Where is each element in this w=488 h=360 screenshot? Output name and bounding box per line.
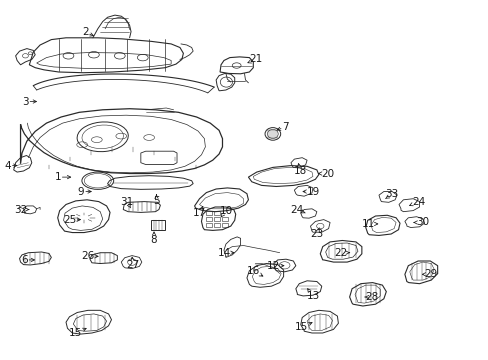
Text: 22: 22 — [334, 248, 349, 258]
Text: 24: 24 — [409, 197, 425, 207]
Text: 18: 18 — [293, 163, 306, 176]
Text: 6: 6 — [21, 255, 35, 265]
Text: 26: 26 — [81, 251, 98, 261]
Text: 8: 8 — [150, 232, 157, 245]
Text: 19: 19 — [303, 186, 319, 197]
Text: 29: 29 — [422, 269, 437, 279]
Text: 9: 9 — [78, 186, 91, 197]
Text: 13: 13 — [305, 289, 319, 301]
Text: 21: 21 — [247, 54, 263, 64]
Text: 4: 4 — [4, 161, 17, 171]
Text: 16: 16 — [246, 266, 263, 276]
Text: 27: 27 — [126, 257, 140, 270]
Text: 33: 33 — [385, 189, 398, 199]
Text: 15: 15 — [294, 322, 311, 332]
Text: 2: 2 — [81, 27, 93, 37]
Text: 12: 12 — [266, 261, 284, 271]
Text: 1: 1 — [54, 172, 71, 182]
Text: 32: 32 — [14, 204, 29, 215]
Text: 5: 5 — [153, 194, 160, 206]
Text: 17: 17 — [192, 207, 206, 218]
Text: 3: 3 — [22, 96, 37, 107]
Text: 23: 23 — [309, 228, 323, 239]
Text: 15: 15 — [69, 328, 86, 338]
Text: 10: 10 — [219, 206, 232, 217]
Text: 14: 14 — [217, 248, 234, 258]
Text: 11: 11 — [361, 219, 377, 229]
Text: 20: 20 — [318, 168, 333, 179]
Text: 24: 24 — [290, 204, 305, 215]
Text: 30: 30 — [413, 217, 428, 228]
Text: 7: 7 — [277, 122, 288, 132]
Text: 25: 25 — [62, 215, 81, 225]
Text: 31: 31 — [120, 197, 134, 208]
Text: 28: 28 — [364, 292, 378, 302]
